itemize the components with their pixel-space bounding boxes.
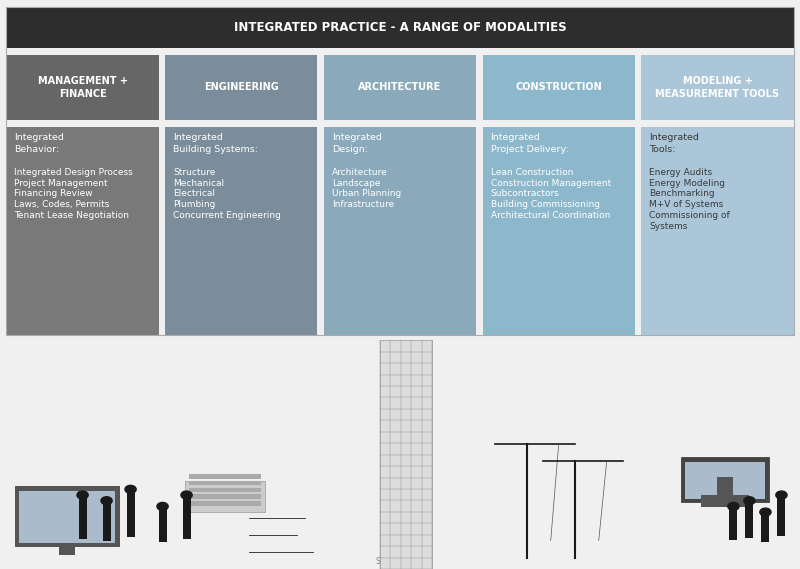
- Bar: [14, 486, 118, 546]
- Bar: [165, 55, 318, 120]
- Text: Benchmarking: Benchmarking: [650, 189, 715, 199]
- Bar: [778, 498, 786, 536]
- Bar: [126, 493, 134, 537]
- Circle shape: [157, 502, 168, 510]
- Text: MANAGEMENT +
FINANCE: MANAGEMENT + FINANCE: [38, 76, 127, 98]
- Text: Laws, Codes, Permits: Laws, Codes, Permits: [14, 200, 110, 209]
- Text: Integrated: Integrated: [14, 133, 64, 142]
- Bar: [686, 461, 766, 499]
- Bar: [0, 335, 800, 569]
- Text: INTEGRATED PRACTICE - A RANGE OF MODALITIES: INTEGRATED PRACTICE - A RANGE OF MODALIT…: [234, 21, 566, 34]
- Bar: [182, 498, 190, 539]
- Bar: [482, 127, 635, 335]
- Text: Building Commissioning: Building Commissioning: [490, 200, 599, 209]
- Text: Project Delivery:: Project Delivery:: [490, 145, 568, 154]
- Text: CONSTRUCTION: CONSTRUCTION: [515, 83, 602, 92]
- Text: Subcontractors: Subcontractors: [490, 189, 559, 199]
- Text: Energy Modeling: Energy Modeling: [650, 179, 726, 188]
- Text: Design:: Design:: [332, 145, 368, 154]
- Text: Mechanical: Mechanical: [173, 179, 224, 188]
- Text: Integrated: Integrated: [650, 133, 699, 142]
- Text: M+V of Systems: M+V of Systems: [650, 200, 723, 209]
- Bar: [746, 504, 754, 538]
- Text: Landscape: Landscape: [332, 179, 380, 188]
- Text: ENGINEERING: ENGINEERING: [204, 83, 278, 92]
- Text: Integrated: Integrated: [490, 133, 541, 142]
- Bar: [762, 514, 770, 542]
- Bar: [78, 498, 86, 539]
- Circle shape: [776, 491, 787, 499]
- Circle shape: [101, 497, 112, 505]
- Circle shape: [125, 485, 136, 493]
- Text: Systems: Systems: [650, 222, 688, 231]
- Bar: [482, 55, 635, 120]
- Bar: [6, 7, 794, 335]
- Bar: [6, 7, 794, 48]
- Bar: [186, 481, 266, 512]
- Circle shape: [728, 502, 739, 510]
- Text: Integrated Design Process: Integrated Design Process: [14, 168, 133, 177]
- Text: Project Management: Project Management: [14, 179, 108, 188]
- Text: Urban Planning: Urban Planning: [332, 189, 401, 199]
- Text: Infrastructure: Infrastructure: [332, 200, 394, 209]
- Text: Structure: Structure: [173, 168, 215, 177]
- Bar: [324, 127, 476, 335]
- Bar: [730, 509, 738, 539]
- Text: Building Systems:: Building Systems:: [173, 145, 258, 154]
- Circle shape: [760, 508, 771, 516]
- Text: Commissioning of: Commissioning of: [650, 211, 730, 220]
- Bar: [190, 488, 262, 492]
- Text: Lean Construction: Lean Construction: [490, 168, 573, 177]
- Bar: [324, 55, 476, 120]
- Circle shape: [744, 497, 755, 505]
- Bar: [682, 457, 770, 502]
- Bar: [190, 501, 262, 506]
- Bar: [642, 55, 794, 120]
- Text: Source: CBEI: Source: CBEI: [376, 557, 424, 566]
- Text: MODELING +
MEASUREMENT TOOLS: MODELING + MEASUREMENT TOOLS: [655, 76, 779, 98]
- Bar: [702, 495, 750, 506]
- Bar: [380, 340, 432, 569]
- Text: ARCHITECTURE: ARCHITECTURE: [358, 83, 442, 92]
- Text: Financing Review: Financing Review: [14, 189, 93, 199]
- Text: Construction Management: Construction Management: [490, 179, 611, 188]
- Bar: [58, 546, 74, 555]
- Bar: [165, 127, 318, 335]
- Text: Integrated: Integrated: [332, 133, 382, 142]
- Text: Integrated: Integrated: [173, 133, 223, 142]
- Text: Tenant Lease Negotiation: Tenant Lease Negotiation: [14, 211, 130, 220]
- Circle shape: [181, 491, 192, 499]
- Text: Architectural Coordination: Architectural Coordination: [490, 211, 610, 220]
- Bar: [6, 55, 158, 120]
- Bar: [642, 127, 794, 335]
- Bar: [190, 481, 262, 485]
- Circle shape: [77, 491, 88, 499]
- Bar: [190, 494, 262, 499]
- Text: Electrical: Electrical: [173, 189, 215, 199]
- Bar: [102, 504, 110, 541]
- Bar: [158, 509, 166, 542]
- Bar: [718, 477, 734, 505]
- Bar: [6, 127, 158, 335]
- Text: Concurrent Engineering: Concurrent Engineering: [173, 211, 281, 220]
- Text: Behavior:: Behavior:: [14, 145, 60, 154]
- Text: Energy Audits: Energy Audits: [650, 168, 713, 177]
- Text: Plumbing: Plumbing: [173, 200, 215, 209]
- Text: Tools:: Tools:: [650, 145, 676, 154]
- Bar: [18, 491, 114, 543]
- Bar: [190, 474, 262, 479]
- Text: Architecture: Architecture: [332, 168, 387, 177]
